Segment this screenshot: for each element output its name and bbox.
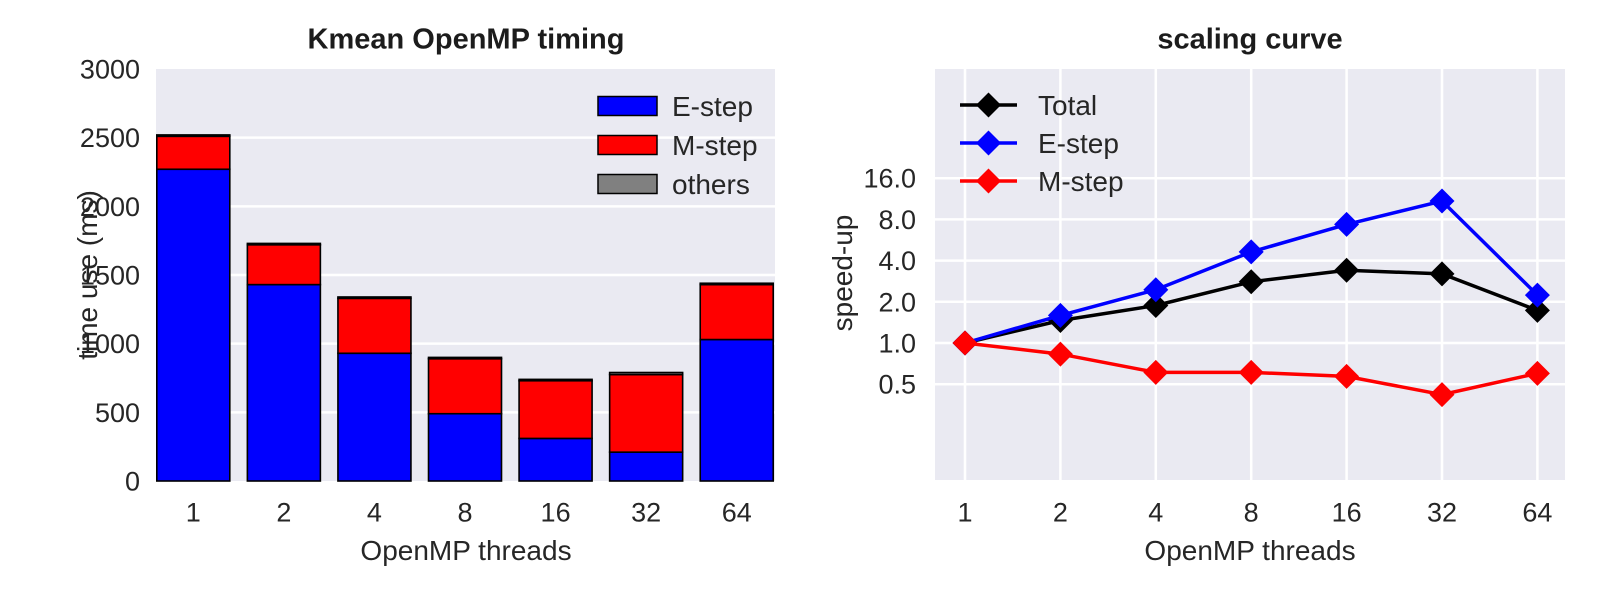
legend-label-others: others: [672, 169, 750, 200]
bar-segment-M-step-1: [156, 135, 231, 171]
bar-segment-others-1: [156, 134, 231, 138]
bar-segment-M-step-2: [246, 243, 322, 286]
bar-segment-E-step-2: [246, 283, 322, 482]
left-ytick-label: 1000: [80, 329, 140, 359]
legend-label-M-step: M-step: [1038, 166, 1124, 197]
bar-segment-E-step-4: [337, 352, 412, 482]
bar-segment-E-step-1: [156, 168, 231, 482]
left-ytick-label: 1500: [80, 260, 140, 290]
bar-segment-E-step-16: [518, 437, 593, 482]
bar-segment-others-8: [427, 356, 503, 360]
left-xtick-label: 4: [367, 497, 382, 527]
left-xtick-label: 1: [186, 497, 201, 527]
bar-segment-M-step-32: [608, 373, 684, 453]
marker-M-step-8: [1238, 359, 1264, 385]
marker-Total-4: [1143, 292, 1169, 318]
marker-E-step-4: [1143, 277, 1169, 303]
right-ytick-label: 4.0: [878, 246, 916, 276]
bar-segment-others-32: [608, 371, 684, 376]
marker-Total-8: [1238, 269, 1264, 295]
right-xtick-label: 2: [1053, 497, 1068, 527]
left-chart-title: Kmean OpenMP timing: [307, 23, 625, 56]
bar-segment-others-4: [337, 296, 412, 300]
marker-M-step-32: [1429, 382, 1455, 408]
marker-M-step-1: [952, 330, 978, 356]
left-ytick-label: 2500: [80, 123, 140, 153]
bar-segment-others-64: [699, 282, 775, 286]
left-xtick-label: 32: [631, 497, 661, 527]
left-ytick-label: 2000: [80, 192, 140, 222]
right-xtick-label: 64: [1522, 497, 1552, 527]
legend-swatch-M-step: [597, 134, 658, 156]
right-ytick-label: 1.0: [878, 328, 916, 358]
marker-E-step-2: [1047, 302, 1073, 328]
right-xtick-label: 8: [1244, 497, 1259, 527]
legend-label-E-step: E-step: [672, 91, 753, 122]
marker-E-step-16: [1334, 211, 1360, 237]
bar-segment-M-step-4: [337, 297, 412, 355]
left-yaxis-label: time use (ms): [72, 190, 103, 360]
marker-M-step-64: [1524, 360, 1550, 386]
right-ytick-label: 16.0: [863, 164, 916, 194]
bar-segment-E-step-8: [427, 412, 503, 482]
marker-E-step-64: [1524, 282, 1550, 308]
marker-E-step-32: [1429, 188, 1455, 214]
bar-segment-E-step-64: [699, 338, 775, 482]
left-ytick-label: 3000: [80, 54, 140, 84]
right-yaxis-label: speed-up: [827, 214, 858, 332]
right-xtick-label: 4: [1148, 497, 1163, 527]
marker-E-step-8: [1238, 239, 1264, 265]
left-xtick-label: 16: [541, 497, 571, 527]
marker-M-step-2: [1047, 341, 1073, 367]
right-xtick-label: 16: [1332, 497, 1362, 527]
right-xtick-label: 32: [1427, 497, 1457, 527]
legend-marker-E-step: [976, 130, 1001, 156]
bar-segment-E-step-32: [608, 451, 684, 482]
marker-M-step-4: [1143, 359, 1169, 385]
right-xtick-label: 1: [957, 497, 972, 527]
bar-segment-others-2: [246, 242, 322, 246]
left-ytick-label: 500: [95, 398, 140, 428]
right-ytick-label: 2.0: [878, 287, 916, 317]
marker-Total-32: [1429, 261, 1455, 287]
legend-label-M-step: M-step: [672, 130, 758, 161]
bar-segment-M-step-64: [699, 283, 775, 341]
left-xaxis-label: OpenMP threads: [360, 535, 572, 566]
marker-M-step-16: [1334, 363, 1360, 389]
left-ytick-label: 0: [125, 466, 140, 496]
left-xtick-label: 8: [457, 497, 472, 527]
right-ytick-label: 8.0: [878, 205, 916, 235]
left-xtick-label: 64: [722, 497, 752, 527]
marker-Total-64: [1524, 297, 1550, 323]
legend-label-E-step: E-step: [1038, 128, 1119, 159]
right-xaxis-label: OpenMP threads: [1144, 535, 1356, 566]
marker-Total-16: [1334, 257, 1360, 283]
left-xtick-label: 2: [276, 497, 291, 527]
legend-marker-M-step: [976, 168, 1001, 194]
legend-label-Total: Total: [1038, 90, 1097, 121]
bar-segment-others-16: [518, 378, 593, 382]
right-chart-title: scaling curve: [1157, 23, 1343, 56]
right-ytick-label: 0.5: [878, 370, 916, 400]
bar-segment-M-step-16: [518, 379, 593, 440]
legend-swatch-others: [597, 173, 658, 195]
bar-segment-M-step-8: [427, 357, 503, 415]
legend-marker-Total: [976, 92, 1001, 118]
legend-swatch-E-step: [597, 95, 658, 117]
